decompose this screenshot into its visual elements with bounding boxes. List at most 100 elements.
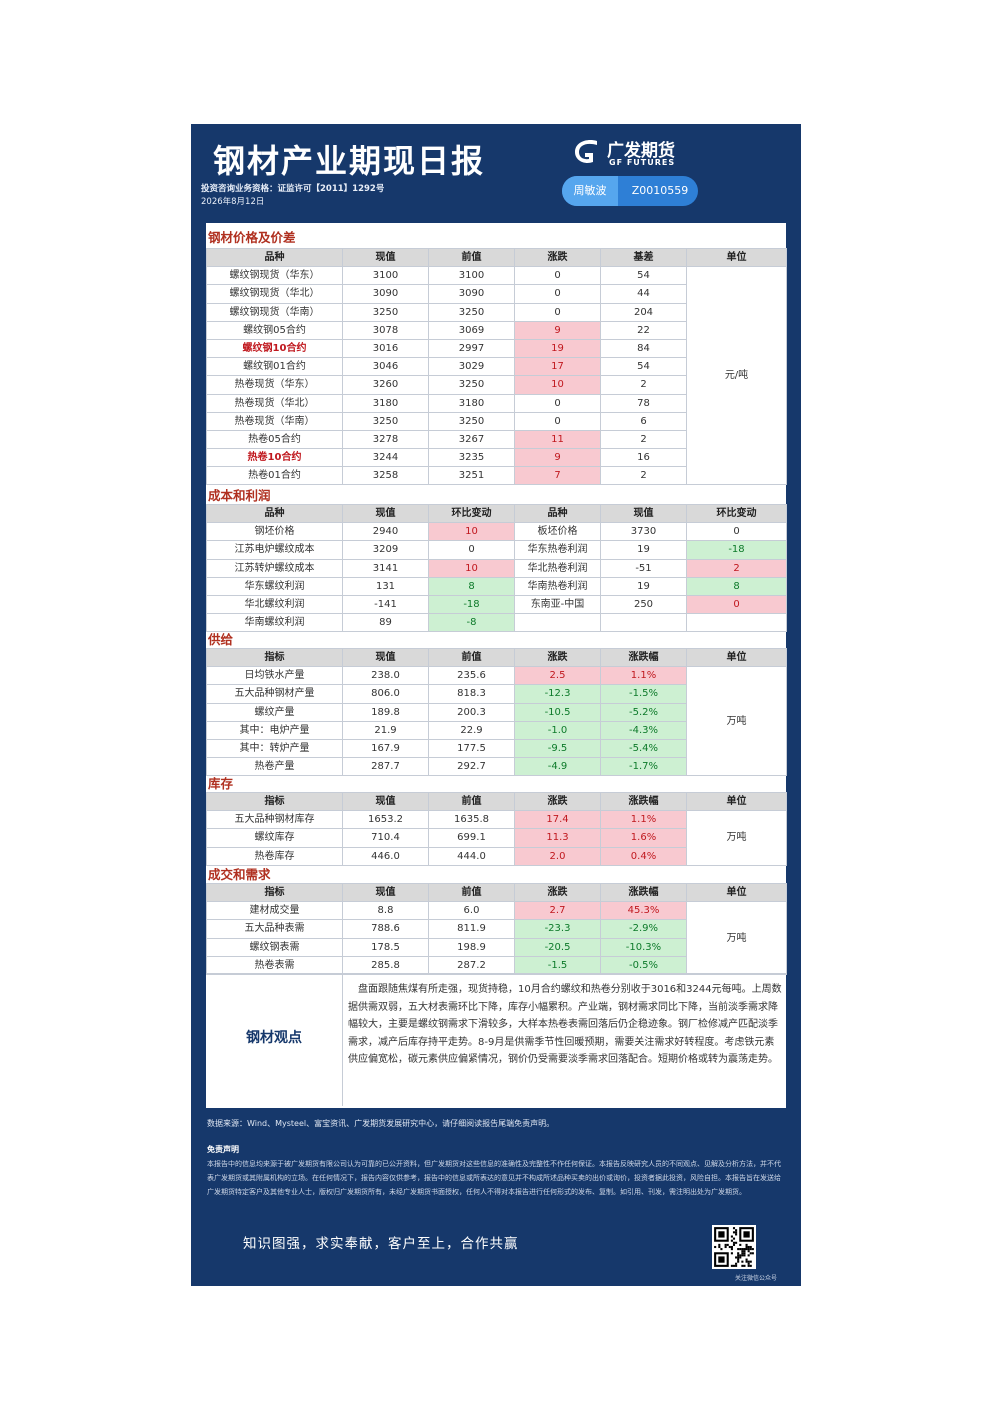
inventory-table: 指标 现值 前值 涨跌 涨跌幅 单位 五大品种钢材库存 1653.2 1635.8 17.4 1.1…: [206, 791, 787, 866]
current-value-cell: 178.5: [342, 937, 429, 957]
current-value-cell: 167.9: [342, 738, 429, 759]
table-header-row: 品种 现值 环比变动 品种 现值 环比变动: [206, 503, 787, 524]
current-value-cell: 250: [600, 594, 687, 615]
table-row: 热卷01合约 3258 3251 7 2: [206, 466, 787, 486]
indicator-cell: 螺纹库存: [206, 828, 343, 848]
basis-cell: 2: [600, 375, 687, 395]
change-pct-cell: -4.3%: [600, 720, 687, 740]
column-header: 现值: [342, 791, 429, 812]
current-value-cell: -141: [342, 594, 429, 615]
section-supply-title: 供给: [208, 632, 234, 647]
previous-value-cell: 818.3: [428, 684, 515, 704]
column-header: 涨跌: [514, 247, 601, 268]
previous-value-cell: 3267: [428, 429, 515, 450]
table-row: 螺纹产量 189.8 200.3 -10.5 -5.2%: [206, 702, 787, 722]
current-value-cell: [600, 613, 687, 633]
change-cell: 0: [514, 266, 601, 286]
variety-cell: 东南亚-中国: [514, 594, 601, 615]
change-cell: 11.3: [514, 828, 601, 848]
gf-logo: 广发期货 GF FUTURES: [571, 136, 691, 178]
previous-value-cell: 699.1: [428, 828, 515, 848]
change-cell: -18: [686, 540, 787, 560]
current-value-cell: 189.8: [342, 702, 429, 722]
current-value-cell: 3180: [342, 393, 429, 413]
previous-value-cell: 3100: [428, 266, 515, 286]
change-cell: 2.0: [514, 846, 601, 866]
table-row: 热卷库存 446.0 444.0 2.0 0.4%: [206, 846, 787, 866]
current-value-cell: 3141: [342, 558, 429, 578]
table-row: 螺纹钢现货（华北） 3090 3090 0 44: [206, 284, 787, 304]
previous-value-cell: 3250: [428, 375, 515, 395]
table-row: 热卷表需 285.8 287.2 -1.5 -0.5%: [206, 955, 787, 975]
table-row: 螺纹钢现货（华南） 3250 3250 0 204: [206, 302, 787, 322]
previous-value-cell: 3069: [428, 320, 515, 340]
column-header: 现值: [600, 503, 687, 524]
unit-cell: 万吨: [686, 901, 787, 975]
variety-cell: 螺纹钢10合约: [206, 338, 343, 359]
variety-cell: 热卷10合约: [206, 448, 343, 468]
change-cell: 0: [514, 393, 601, 413]
column-header: 环比变动: [428, 503, 515, 524]
company-slogan: 知识图强，求实奉献，客户至上，合作共赢: [243, 1236, 519, 1252]
table-row: 螺纹钢01合约 3046 3029 17 54: [206, 357, 787, 377]
previous-value-cell: 22.9: [428, 720, 515, 740]
change-cell: 8: [686, 576, 787, 596]
disclaimer-text: 本报告中的信息均来源于被广发期货有限公司认为可靠的已公开资料，但广发期货对这些信…: [207, 1160, 781, 1196]
report-poster: 钢材产业期现日报 投资咨询业务资格：证监许可【2011】1292号 2026年8…: [191, 124, 801, 1286]
current-value-cell: -51: [600, 558, 687, 578]
current-value-cell: 89: [342, 613, 429, 633]
change-pct-cell: -5.4%: [600, 738, 687, 759]
indicator-cell: 热卷库存: [206, 846, 343, 866]
change-cell: 2: [686, 558, 787, 578]
change-pct-cell: -5.2%: [600, 702, 687, 722]
current-value-cell: 2940: [342, 522, 429, 542]
table-row: 螺纹钢表需 178.5 198.9 -20.5 -10.3%: [206, 937, 787, 957]
change-pct-cell: -2.9%: [600, 919, 687, 939]
indicator-cell: 五大品种表需: [206, 919, 343, 939]
current-value-cell: 19: [600, 540, 687, 560]
change-cell: 0: [686, 522, 787, 542]
steel-view-box: 钢材观点 盘面跟随焦煤有所走强，现货持稳，10月合约螺纹和热卷分别收于3016和…: [206, 973, 786, 1106]
disclaimer-title: 免责声明: [207, 1145, 239, 1154]
previous-value-cell: 3029: [428, 357, 515, 377]
unit-cell: 万吨: [686, 810, 787, 866]
column-header: 涨跌幅: [600, 882, 687, 903]
current-value-cell: 3250: [342, 302, 429, 322]
change-cell: 0: [514, 302, 601, 322]
change-pct-cell: -1.7%: [600, 757, 687, 777]
current-value-cell: 3209: [342, 540, 429, 560]
change-cell: 0: [686, 594, 787, 615]
table-row: 热卷产量 287.7 292.7 -4.9 -1.7%: [206, 757, 787, 777]
table-header-row: 指标 现值 前值 涨跌 涨跌幅 单位: [206, 882, 787, 903]
report-date: 2026年8月12日: [201, 197, 265, 207]
previous-value-cell: 3250: [428, 411, 515, 431]
change-cell: 11: [514, 429, 601, 450]
change-cell: 0: [514, 411, 601, 431]
variety-cell: 热卷现货（华北）: [206, 393, 343, 413]
column-header: 指标: [206, 647, 343, 668]
current-value-cell: 3730: [600, 522, 687, 542]
current-value-cell: 131: [342, 576, 429, 596]
table-row: 热卷现货（华东） 3260 3250 10 2: [206, 375, 787, 395]
column-header: 前值: [428, 791, 515, 812]
change-pct-cell: -10.3%: [600, 937, 687, 957]
current-value-cell: 710.4: [342, 828, 429, 848]
table-row: 热卷现货（华北） 3180 3180 0 78: [206, 393, 787, 413]
column-header: 涨跌幅: [600, 791, 687, 812]
change-cell: -18: [428, 594, 515, 615]
table-row: 螺纹钢现货（华东） 3100 3100 0 54 元/吨: [206, 266, 787, 486]
analyst-name: 周敏波: [562, 176, 618, 206]
change-cell: -4.9: [514, 757, 601, 777]
current-value-cell: 3260: [342, 375, 429, 395]
indicator-cell: 其中：电炉产量: [206, 720, 343, 740]
previous-value-cell: 3250: [428, 302, 515, 322]
section-inventory-title: 库存: [208, 776, 234, 791]
change-cell: 2.7: [514, 901, 601, 921]
indicator-cell: 五大品种钢材库存: [206, 810, 343, 830]
gf-logo-icon: [575, 140, 597, 163]
current-value-cell: 3078: [342, 320, 429, 340]
previous-value-cell: 177.5: [428, 738, 515, 759]
previous-value-cell: 292.7: [428, 757, 515, 777]
previous-value-cell: 3235: [428, 448, 515, 468]
change-pct-cell: 1.1%: [600, 666, 687, 686]
